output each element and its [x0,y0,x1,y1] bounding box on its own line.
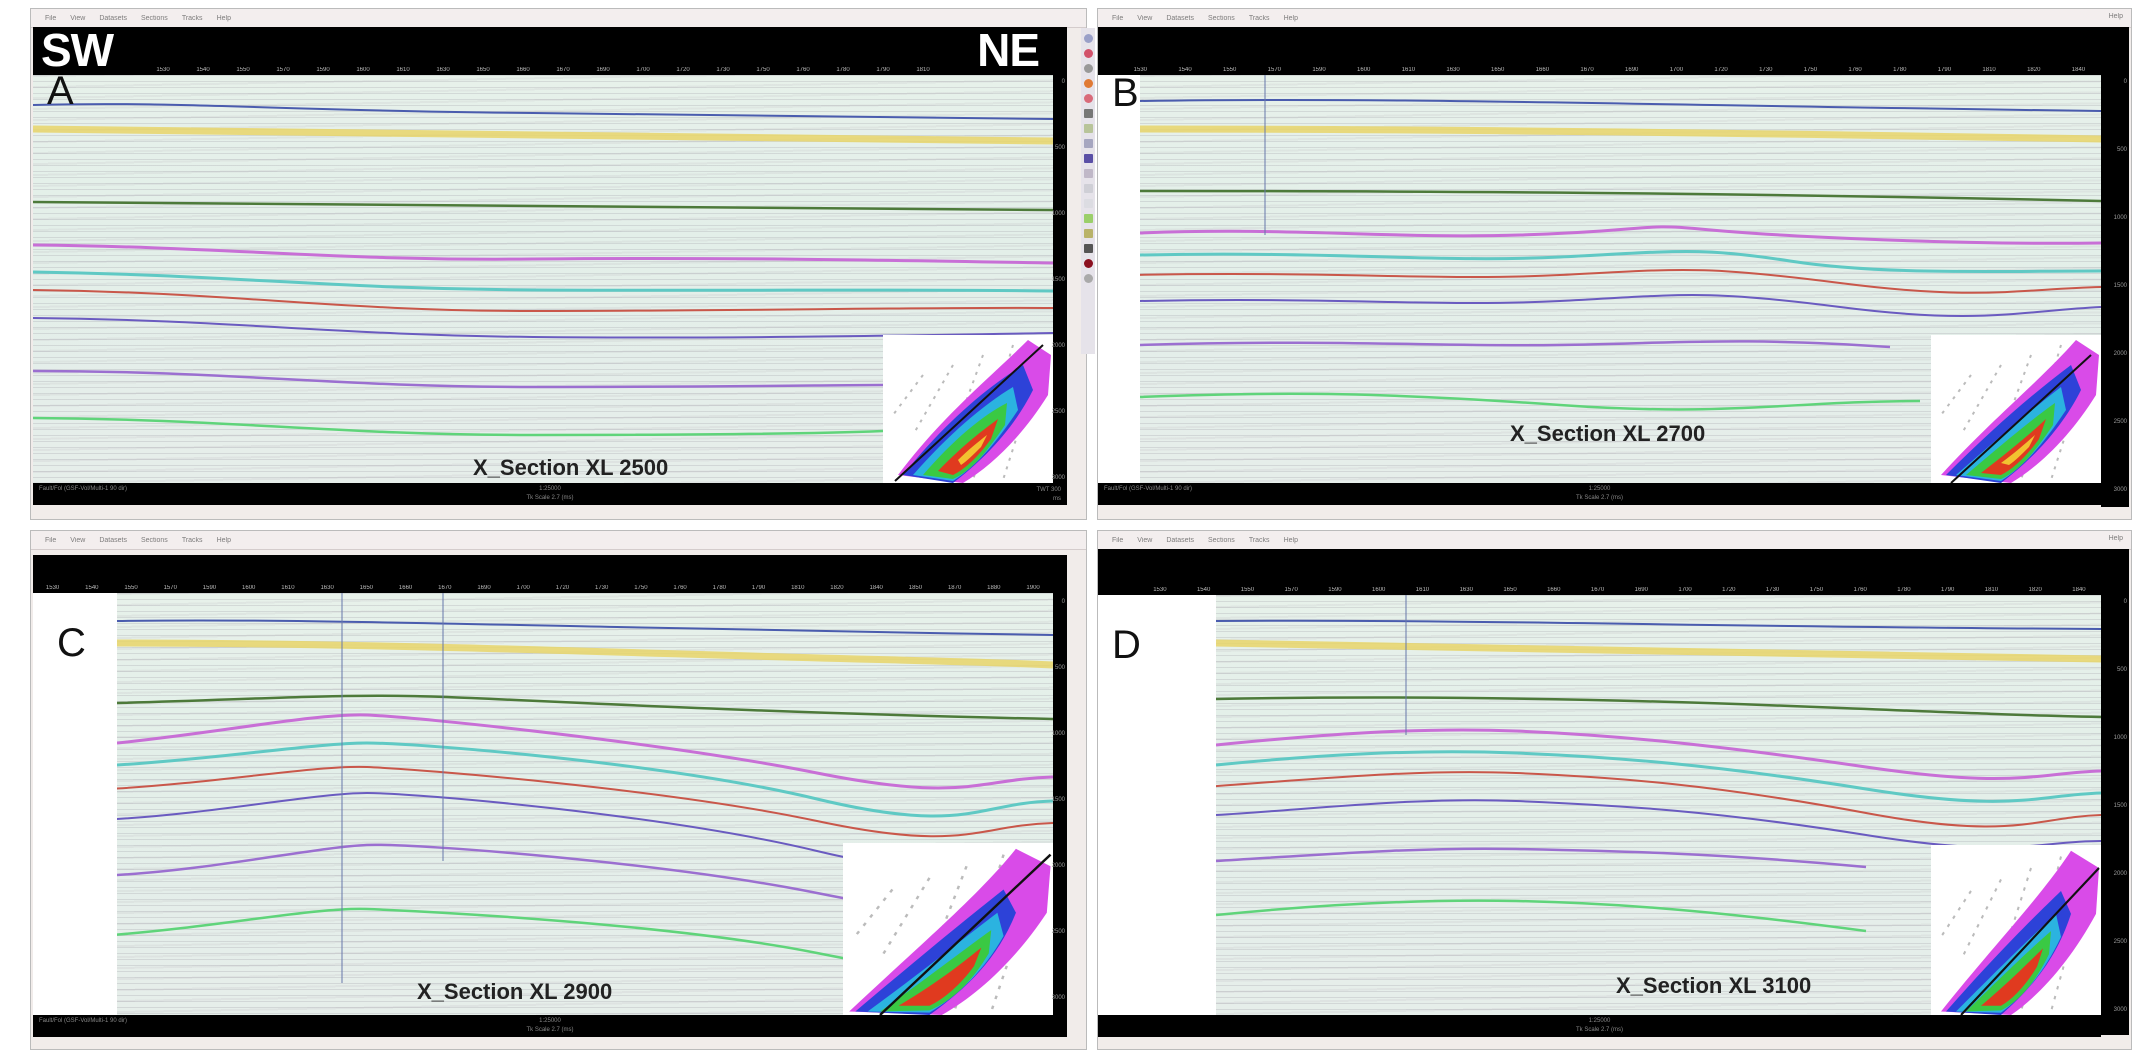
stop-icon[interactable] [1083,49,1093,58]
menu-help[interactable]: Help [216,536,231,544]
section-title: X_Section XL 2500 [473,455,669,480]
y-axis: 0 500 1000 1500 2000 2500 3000 [1052,27,1067,495]
x-axis-ticks: 1530 1540 1550 1570 1590 1600 1610 1630 1650 1660… [1133,67,2086,73]
menubar: File View Datasets Sections Tracks Help … [1098,9,2131,28]
chart-icon[interactable] [1083,229,1093,238]
heatmap-inset [883,335,1053,483]
menu-view[interactable]: View [1137,14,1153,22]
blank-area [33,593,117,1015]
inset-map [892,340,1051,483]
seismic-section[interactable]: A X_Section XL 2500 [33,75,1053,483]
panel-letter: C [57,621,86,665]
menu-file[interactable]: File [45,14,57,22]
inset-map [1940,340,2099,483]
section-title: X_Section XL 3100 [1616,973,1812,998]
help-button[interactable]: Help [2108,13,2123,20]
zoom-icon[interactable] [1083,34,1093,43]
menu-tracks[interactable]: Tracks [1248,14,1270,22]
status-bar: Fault/Fol (GSF-Vol/Multi-1 90 dir) 1:250… [33,1015,1067,1037]
settings-icon[interactable] [1083,184,1093,193]
status-bar: 1:25000 Tk Scale 2.7 (ms) [1098,1015,2101,1037]
menu-tracks[interactable]: Tracks [1248,536,1270,544]
panel-letter: B [1112,71,1139,115]
trace-header: 1530 1540 1550 1570 1590 1600 1610 1630 1650 1660… [1098,27,2101,75]
select-icon[interactable] [1083,139,1093,148]
menu-help[interactable]: Help [1283,536,1298,544]
pan-icon[interactable] [1083,64,1093,73]
blank-area [1098,595,1216,1015]
direction-sw: SW [41,24,114,76]
menu-help[interactable]: Help [1283,14,1298,22]
seismic-window-b: File View Datasets Sections Tracks Help … [1097,8,2132,520]
x-axis-ticks: 1530 1540 1550 1570 1590 1600 1610 1630 1650 1660… [156,67,930,73]
section-title: X_Section XL 2900 [417,979,613,1004]
seismic-window-c: File View Datasets Sections Tracks Help … [30,530,1087,1050]
status-bar: Fault/Fol (GSF-Vol/Multi-1 90 dir) 1:250… [1098,483,2101,505]
menubar: File View Datasets Sections Tracks Help [31,9,1086,28]
tool-palette [1081,28,1095,354]
heatmap-inset [843,843,1053,1015]
direction-ne: NE [977,24,1040,76]
menu-sections[interactable]: Sections [1207,536,1235,544]
color-icon[interactable] [1083,94,1093,103]
panel-letter: A [47,75,74,113]
menu-file[interactable]: File [45,536,57,544]
panel-letter: D [1112,623,1141,667]
menubar: File View Datasets Sections Tracks Help [31,531,1086,550]
horizons [1140,75,2101,411]
menu-view[interactable]: View [1137,536,1153,544]
y-axis: 0 500 1000 1500 2000 2500 3000 [2101,549,2129,1035]
misc-icon[interactable] [1083,274,1093,283]
menu-help[interactable]: Help [216,14,231,22]
record-icon[interactable] [1083,259,1093,268]
x-axis-ticks: 1530 1540 1550 1570 1590 1600 1610 1630 1650 1660… [1153,587,2086,593]
menu-sections[interactable]: Sections [1207,14,1235,22]
map-icon[interactable] [1083,214,1093,223]
menu-view[interactable]: View [70,536,86,544]
menu-view[interactable]: View [70,14,86,22]
menu-file[interactable]: File [1112,14,1124,22]
seismic-section[interactable]: X_Section XL 2700 [1140,75,2101,483]
menu-sections[interactable]: Sections [140,536,168,544]
seismic-window-d: File View Datasets Sections Tracks Help … [1097,530,2132,1050]
blank-area [1098,75,1140,483]
trace-header: SW NE 1530 1540 1550 1570 1590 1600 1610 1630 16… [33,24,1053,76]
horizons [1216,595,2101,933]
y-axis: 0 500 1000 1500 2000 2500 3000 [2101,27,2129,507]
heatmap-inset [1931,335,2101,483]
seismic-window-a: File View Datasets Sections Tracks Help … [30,8,1087,520]
inset-map [849,848,1052,1015]
menubar: File View Datasets Sections Tracks Help … [1098,531,2131,550]
help-button[interactable]: Help [2108,535,2123,542]
y-axis: 0 500 1000 1500 2000 2500 3000 [1052,555,1067,1035]
pen-icon[interactable] [1083,109,1093,118]
list-icon[interactable] [1083,169,1093,178]
x-axis-ticks: 1530 1540 1550 1570 1590 1600 1610 1630 1650 1660… [45,585,1040,591]
menu-tracks[interactable]: Tracks [181,536,203,544]
menu-datasets[interactable]: Datasets [1166,536,1194,544]
menu-datasets[interactable]: Datasets [1166,14,1194,22]
trace-header: 1530 1540 1550 1570 1590 1600 1610 1630 1650 1660… [1098,549,2101,595]
horizon-icon[interactable] [1083,154,1093,163]
menu-datasets[interactable]: Datasets [99,536,127,544]
menu-datasets[interactable]: Datasets [99,14,127,22]
info-icon[interactable] [1083,199,1093,208]
grid-icon[interactable] [1083,124,1093,133]
section-title: X_Section XL 2700 [1510,421,1706,446]
menu-sections[interactable]: Sections [140,14,168,22]
inset-map [1940,850,2100,1015]
layer-icon[interactable] [1083,79,1093,88]
menu-tracks[interactable]: Tracks [181,14,203,22]
heatmap-inset [1931,845,2101,1015]
seismic-section[interactable]: X_Section XL 2900 [117,593,1053,1015]
menu-file[interactable]: File [1112,536,1124,544]
trace-header: 1530 1540 1550 1570 1590 1600 1610 1630 1650 1660… [33,555,1053,593]
status-bar: Fault/Fol (GSF-Vol/Multi-1 90 dir) 1:250… [33,483,1067,505]
horizons [33,103,1053,437]
seismic-section[interactable]: X_Section XL 3100 [1216,595,2101,1015]
picker-icon[interactable] [1083,244,1093,253]
